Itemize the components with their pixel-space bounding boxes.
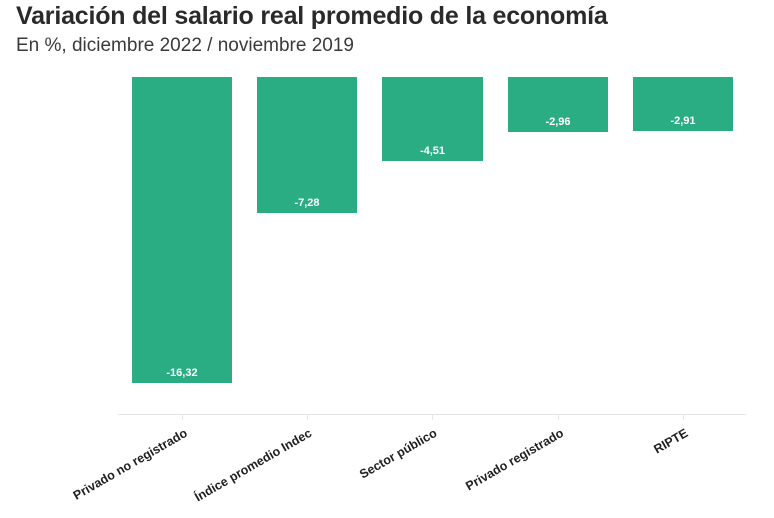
bar-indice-promedio-indec: -7,28 — [257, 77, 357, 213]
bar-value-label: -4,51 — [419, 145, 446, 157]
chart-title: Variación del salario real promedio de l… — [16, 2, 608, 30]
x-axis-label-ripte: RIPTE — [651, 425, 691, 457]
x-axis-tick — [307, 415, 308, 420]
x-axis-tick — [432, 415, 433, 420]
bar-value-label: -2,96 — [545, 116, 571, 128]
x-axis-label-privado-no-registrado: Privado no registrado — [70, 425, 190, 503]
bar-value-label: -2,91 — [670, 115, 696, 127]
bar-value-label: -7,28 — [294, 197, 320, 209]
x-axis-tick — [683, 415, 684, 420]
chart-subtitle: En %, diciembre 2022 / noviembre 2019 — [16, 35, 354, 56]
bar-privado-registrado: -2,96 — [508, 77, 608, 132]
x-axis-label-privado-registrado: Privado registrado — [462, 425, 566, 494]
bar-sector-publico: -4,51 — [382, 77, 483, 161]
x-axis-tick — [182, 415, 183, 420]
bar-ripte: -2,91 — [633, 77, 733, 131]
x-axis-label-indice-promedio-indec: Índice promedio Indec — [192, 425, 315, 505]
x-axis-line — [118, 414, 746, 415]
bar-privado-no-registrado: -16,32 — [132, 77, 232, 383]
bar-value-label: -16,32 — [166, 367, 198, 379]
x-axis-label-sector-publico: Sector público — [357, 425, 440, 482]
x-axis-tick — [558, 415, 559, 420]
